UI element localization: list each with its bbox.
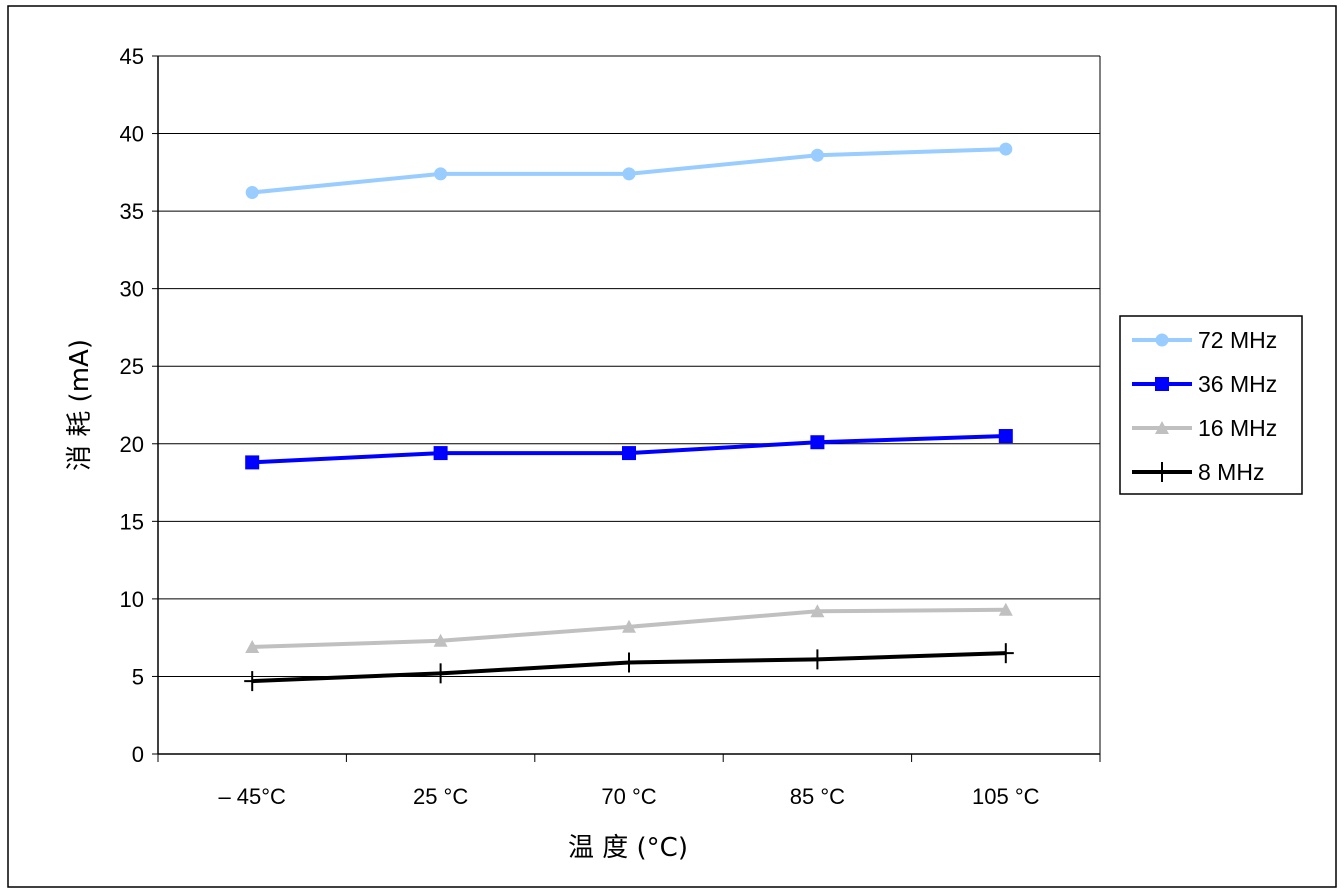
data-point bbox=[810, 148, 824, 162]
data-point bbox=[622, 619, 636, 633]
x-tick-label: 105 °C bbox=[972, 784, 1040, 809]
y-tick-label: 0 bbox=[132, 742, 144, 767]
y-tick-labels: 0 5 10 15 20 25 30 35 40 45 bbox=[120, 44, 144, 767]
y-axis-title: 消 耗 (mA) bbox=[65, 339, 95, 471]
y-tick-label: 20 bbox=[120, 432, 144, 457]
x-tick-label: – 45°C bbox=[218, 784, 286, 809]
legend-item-8-mhz: 8 MHz bbox=[1132, 459, 1264, 485]
gridlines bbox=[158, 55, 1100, 677]
x-tick-labels: – 45°C 25 °C 70 °C 85 °C 105 °C bbox=[218, 784, 1039, 809]
x-tick-label: 25 °C bbox=[413, 784, 468, 809]
legend-item-36-mhz: 36 MHz bbox=[1132, 371, 1277, 397]
legend: 72 MHz 36 MHz 16 MHz 8 MHz bbox=[1119, 315, 1303, 495]
data-point bbox=[432, 663, 449, 684]
data-point bbox=[245, 455, 260, 470]
data-point bbox=[999, 142, 1013, 156]
data-point bbox=[245, 639, 260, 653]
y-tick-label: 35 bbox=[120, 199, 144, 224]
data-point bbox=[998, 429, 1013, 444]
legend-label: 8 MHz bbox=[1198, 459, 1264, 485]
y-tick-label: 25 bbox=[120, 354, 144, 379]
legend-marker bbox=[1155, 377, 1169, 391]
x-tick-label: 70 °C bbox=[601, 784, 656, 809]
y-tick-label: 40 bbox=[120, 122, 144, 147]
legend-label: 16 MHz bbox=[1198, 415, 1277, 441]
y-tick-label: 30 bbox=[120, 277, 144, 302]
data-point bbox=[622, 446, 636, 461]
data-point bbox=[621, 652, 637, 673]
data-point bbox=[622, 167, 636, 181]
data-point bbox=[997, 643, 1014, 664]
series-16-mhz bbox=[245, 602, 1013, 653]
chart-border bbox=[7, 5, 1337, 888]
data-point bbox=[433, 633, 448, 647]
legend-marker bbox=[1155, 421, 1169, 434]
y-tick-label: 15 bbox=[120, 509, 144, 534]
y-tick-label: 5 bbox=[132, 664, 144, 689]
y-tick-label: 10 bbox=[120, 587, 144, 612]
data-point bbox=[810, 435, 825, 450]
data-point bbox=[434, 167, 448, 181]
data-point bbox=[998, 602, 1013, 616]
data-point bbox=[433, 446, 448, 461]
x-axis-title: 温 度 (°C) bbox=[568, 833, 688, 863]
series-8-mhz bbox=[244, 643, 1014, 692]
legend-marker bbox=[1155, 333, 1169, 347]
series-36-mhz bbox=[245, 429, 1013, 470]
legend-item-16-mhz: 16 MHz bbox=[1132, 415, 1277, 441]
data-point bbox=[809, 649, 826, 670]
legend-label: 72 MHz bbox=[1198, 327, 1277, 353]
legend-label: 36 MHz bbox=[1198, 371, 1277, 397]
legend-box bbox=[1119, 315, 1303, 495]
series-layer bbox=[244, 142, 1014, 692]
legend-marker bbox=[1154, 462, 1170, 482]
x-tick-label: 85 °C bbox=[790, 784, 845, 809]
legend-item-72-mhz: 72 MHz bbox=[1132, 327, 1277, 353]
data-point bbox=[810, 604, 825, 618]
series-72-mhz bbox=[245, 142, 1013, 199]
y-tick-label: 45 bbox=[120, 44, 144, 69]
data-point bbox=[244, 671, 261, 692]
axes bbox=[152, 55, 1101, 762]
data-point bbox=[245, 185, 259, 199]
